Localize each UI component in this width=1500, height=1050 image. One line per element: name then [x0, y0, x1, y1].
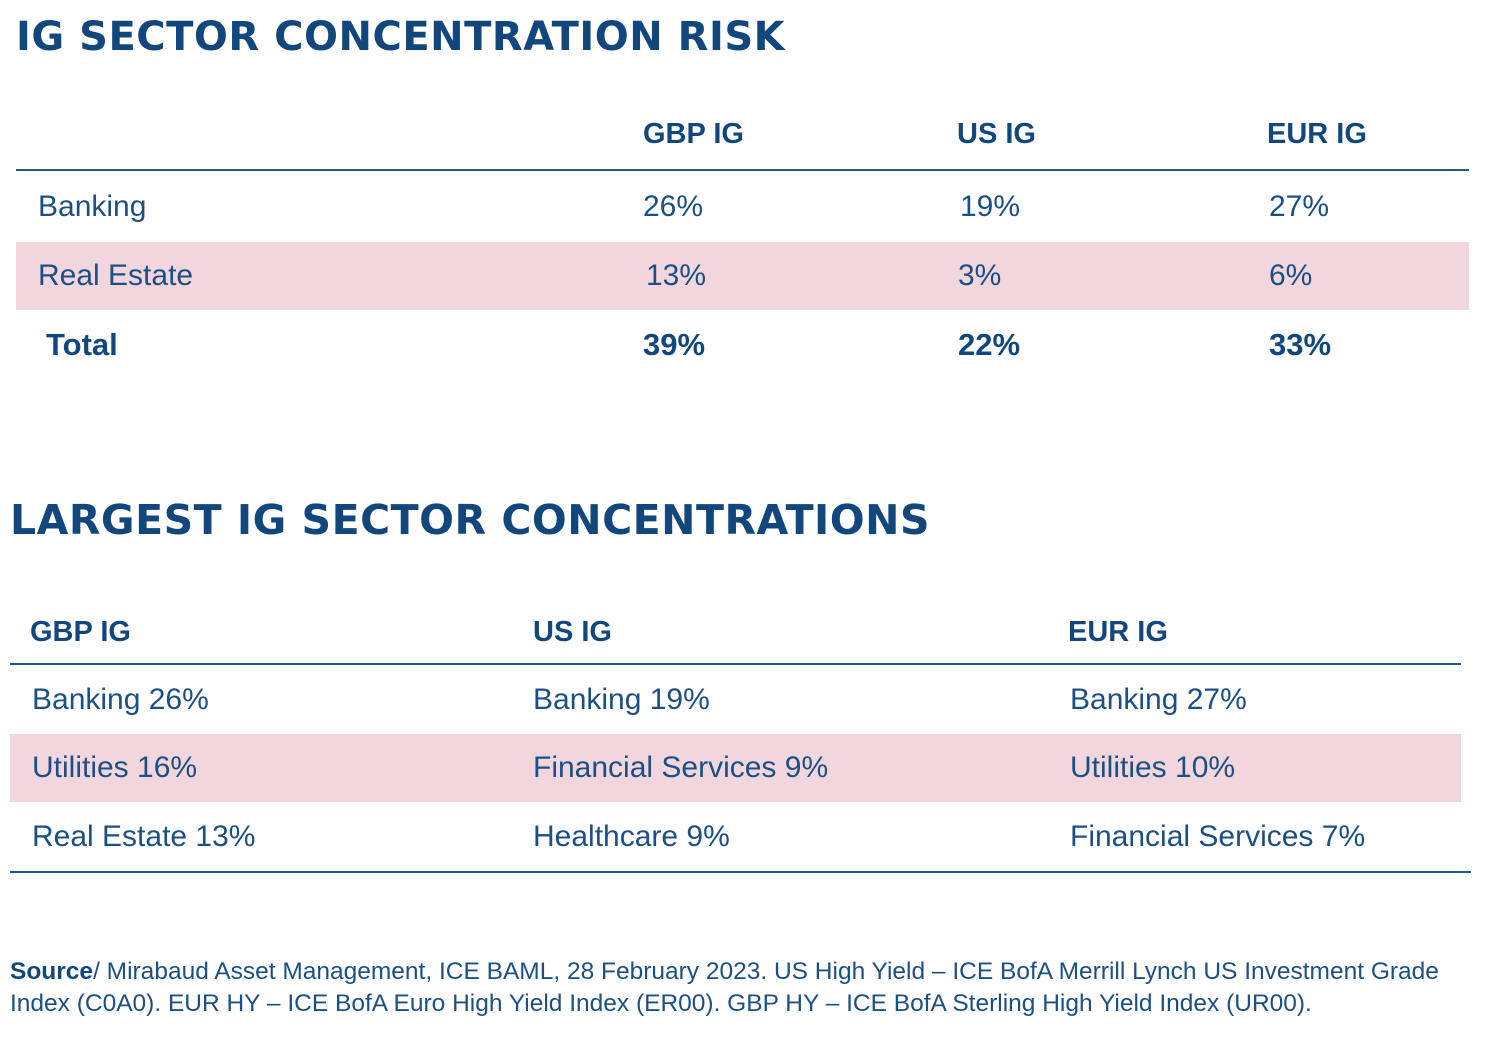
value-gbp: 13%	[646, 259, 707, 292]
table-row: Banking 26% Banking 19% Banking 27%	[10, 666, 1461, 734]
table1-col-us: US IG	[957, 117, 1036, 150]
table-row-total: Total 39% 22% 33%	[16, 311, 1469, 379]
cell-eur: Utilities 10%	[1070, 751, 1236, 784]
cell-us: Financial Services 9%	[533, 751, 829, 784]
cell-us: Healthcare 9%	[533, 820, 730, 853]
value-eur: 33%	[1269, 327, 1332, 362]
cell-gbp: Banking 26%	[32, 683, 209, 716]
table2-header-rule	[10, 663, 1461, 665]
table2-header-row: GBP IG US IG EUR IG	[10, 598, 1461, 666]
cell-gbp: Real Estate 13%	[32, 820, 256, 853]
row-label: Banking	[38, 190, 147, 223]
value-eur: 27%	[1269, 190, 1330, 223]
value-us: 22%	[958, 327, 1021, 362]
cell-us: Banking 19%	[533, 683, 710, 716]
table2-col-us: US IG	[533, 615, 612, 648]
row-label: Total	[46, 327, 118, 362]
concentration-risk-table: GBP IG US IG EUR IG Banking 26% 19% 27% …	[16, 100, 1469, 410]
value-gbp: 39%	[643, 327, 706, 362]
source-text: / Mirabaud Asset Management, ICE BAML, 2…	[10, 958, 1439, 1017]
value-eur: 6%	[1269, 259, 1313, 292]
table-row: Banking 26% 19% 27%	[16, 173, 1469, 241]
table2-title: LARGEST IG SECTOR CONCENTRATIONS	[10, 496, 931, 544]
table1-col-eur: EUR IG	[1267, 117, 1367, 150]
cell-eur: Banking 27%	[1070, 683, 1247, 716]
value-us: 19%	[960, 190, 1021, 223]
table2-col-eur: EUR IG	[1068, 615, 1168, 648]
value-us: 3%	[958, 259, 1002, 292]
table2-col-gbp: GBP IG	[30, 615, 131, 648]
cell-eur: Financial Services 7%	[1070, 820, 1366, 853]
cell-gbp: Utilities 16%	[32, 751, 198, 784]
table1-header-row: GBP IG US IG EUR IG	[16, 100, 1469, 168]
table-row: Real Estate 13% Healthcare 9% Financial …	[10, 803, 1461, 871]
table1-col-gbp: GBP IG	[643, 117, 744, 150]
table-row-highlighted: Real Estate 13% 3% 6%	[16, 242, 1469, 310]
table1-title: IG SECTOR CONCENTRATION RISK	[16, 14, 786, 60]
source-note: Source/ Mirabaud Asset Management, ICE B…	[10, 956, 1490, 1020]
largest-concentrations-table: GBP IG US IG EUR IG Banking 26% Banking …	[10, 598, 1471, 876]
row-label: Real Estate	[38, 259, 194, 292]
value-gbp: 26%	[643, 190, 704, 223]
table1-header-rule	[16, 169, 1469, 171]
table-row-highlighted: Utilities 16% Financial Services 9% Util…	[10, 734, 1461, 802]
table2-bottom-rule	[10, 871, 1471, 873]
source-label: Source	[10, 958, 94, 985]
